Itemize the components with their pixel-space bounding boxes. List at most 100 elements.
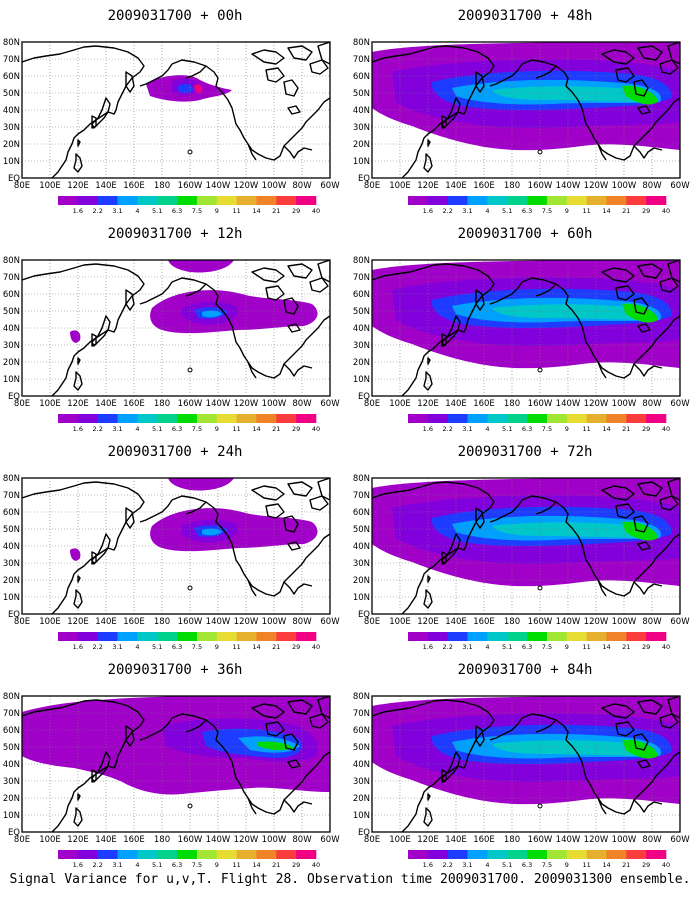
y-tick-label: EQ xyxy=(8,392,20,402)
colorbar-label: 2.2 xyxy=(93,425,103,433)
colorbar-swatch xyxy=(487,414,508,423)
colorbar-swatch xyxy=(58,632,79,641)
x-tick-label: 120E xyxy=(67,617,89,627)
colorbar-label: 2.2 xyxy=(93,207,103,215)
colorbar-label: 5.1 xyxy=(502,425,512,433)
y-tick-label: 40N xyxy=(3,542,20,552)
colorbar-swatch xyxy=(177,632,198,641)
x-tick-label: 140W xyxy=(556,617,581,627)
map-figure: 80E 100E 120E 140E 160E 180 160W 140W 120W 100W 80… xyxy=(3,692,340,869)
y-tick-label: 50N xyxy=(3,525,20,535)
colorbar-label: 11 xyxy=(582,643,590,651)
colorbar-swatch xyxy=(487,196,508,205)
colorbar-label: 7.5 xyxy=(192,643,202,651)
y-tick-label: 30N xyxy=(353,123,370,133)
x-tick-label: 160W xyxy=(528,617,553,627)
panel-title: 2009031700 + 00h xyxy=(107,8,243,24)
x-tick-label: 100W xyxy=(262,181,287,191)
x-tick-label: 160E xyxy=(473,835,495,845)
colorbar-label: 9 xyxy=(215,207,219,215)
colorbar-label: 1.6 xyxy=(423,425,433,433)
colorbar-label: 4 xyxy=(485,425,489,433)
colorbar-swatch xyxy=(566,414,587,423)
y-tick-label: 40N xyxy=(353,106,370,116)
panel-title: 2009031700 + 48h xyxy=(457,8,593,24)
colorbar-label: 5.1 xyxy=(502,861,512,869)
colorbar-label: 3.1 xyxy=(462,207,472,215)
y-tick-label: 50N xyxy=(3,743,20,753)
colorbar-label: 6.3 xyxy=(172,425,182,433)
colorbar-swatch xyxy=(117,414,138,423)
map-figure: 80E 100E 120E 140E 160E 180 160W 140W 120W 100W 80… xyxy=(353,256,690,433)
x-tick-label: 160E xyxy=(473,617,495,627)
colorbar-label: 5.1 xyxy=(502,207,512,215)
colorbar-swatch xyxy=(177,196,198,205)
y-tick-label: 70N xyxy=(353,709,370,719)
colorbar-swatch xyxy=(256,414,277,423)
colorbar-label: 2.2 xyxy=(443,861,453,869)
colorbar-label: 3.1 xyxy=(462,861,472,869)
x-tick-label: 60W xyxy=(670,399,690,409)
colorbar-swatch xyxy=(527,196,548,205)
colorbar-swatch xyxy=(137,632,158,641)
colorbar-swatch xyxy=(196,414,218,423)
y-tick-label: 70N xyxy=(3,491,20,501)
x-tick-label: 100E xyxy=(39,835,61,845)
y-tick-label: 60N xyxy=(353,72,370,82)
colorbar-swatch xyxy=(58,850,79,859)
colorbar-swatch xyxy=(276,850,297,859)
colorbar-label: 6.3 xyxy=(522,861,532,869)
colorbar-label: 40 xyxy=(662,207,670,215)
colorbar-label: 9 xyxy=(215,425,219,433)
y-tick-label: 50N xyxy=(3,89,20,99)
y-tick-label: 10N xyxy=(3,811,20,821)
colorbar-swatch xyxy=(177,414,198,423)
colorbar-swatch xyxy=(487,632,508,641)
colorbar-swatch xyxy=(427,414,448,423)
colorbar-swatch xyxy=(626,632,647,641)
colorbar-label: 6.3 xyxy=(522,425,532,433)
colorbar-label: 5.1 xyxy=(152,425,162,433)
colorbar-swatch xyxy=(276,414,297,423)
map-frame xyxy=(21,259,331,397)
x-tick-label: 60W xyxy=(320,835,340,845)
x-tick-label: 80E xyxy=(364,399,380,409)
y-tick-label: 10N xyxy=(353,157,370,167)
x-tick-label: 180 xyxy=(154,617,170,627)
y-tick-label: EQ xyxy=(8,610,20,620)
colorbar-swatch xyxy=(566,632,587,641)
x-tick-label: 160W xyxy=(178,617,203,627)
y-tick-label: 70N xyxy=(353,273,370,283)
colorbar-swatch xyxy=(97,632,118,641)
colorbar-swatch xyxy=(408,414,429,423)
figure-caption: Signal Variance for u,v,T. Flight 28. Ob… xyxy=(9,872,691,887)
colorbar-label: 11 xyxy=(232,643,240,651)
colorbar-swatch xyxy=(77,196,98,205)
x-tick-label: 160E xyxy=(473,181,495,191)
x-tick-label: 100E xyxy=(39,399,61,409)
colorbar-label: 40 xyxy=(312,425,320,433)
colorbar-label: 1.6 xyxy=(73,861,83,869)
y-tick-label: 70N xyxy=(3,273,20,283)
x-tick-label: 60W xyxy=(320,399,340,409)
map-panel: 2009031700 + 84h 80E 100E 120E 140E 160E 180 16… xyxy=(350,654,700,872)
x-tick-label: 160E xyxy=(123,835,145,845)
y-tick-label: 60N xyxy=(3,290,20,300)
colorbar-swatch xyxy=(216,632,237,641)
colorbar-label: 29 xyxy=(292,207,300,215)
colorbar-swatch xyxy=(196,850,218,859)
colorbar-label: 21 xyxy=(622,207,630,215)
colorbar-swatch xyxy=(586,632,607,641)
x-tick-label: 60W xyxy=(670,835,690,845)
map-panel: 2009031700 + 00h 80E 100E 120E 140E 160E 180 16… xyxy=(0,0,350,218)
x-tick-label: 60W xyxy=(320,181,340,191)
x-tick-label: 140W xyxy=(556,835,581,845)
y-tick-label: 20N xyxy=(353,794,370,804)
colorbar-swatch xyxy=(546,196,568,205)
colorbar-label: 6.3 xyxy=(172,643,182,651)
colorbar-swatch xyxy=(586,196,607,205)
x-tick-label: 120W xyxy=(234,181,259,191)
colorbar-label: 14 xyxy=(602,207,610,215)
y-tick-label: 20N xyxy=(353,576,370,586)
colorbar-label: 40 xyxy=(662,425,670,433)
